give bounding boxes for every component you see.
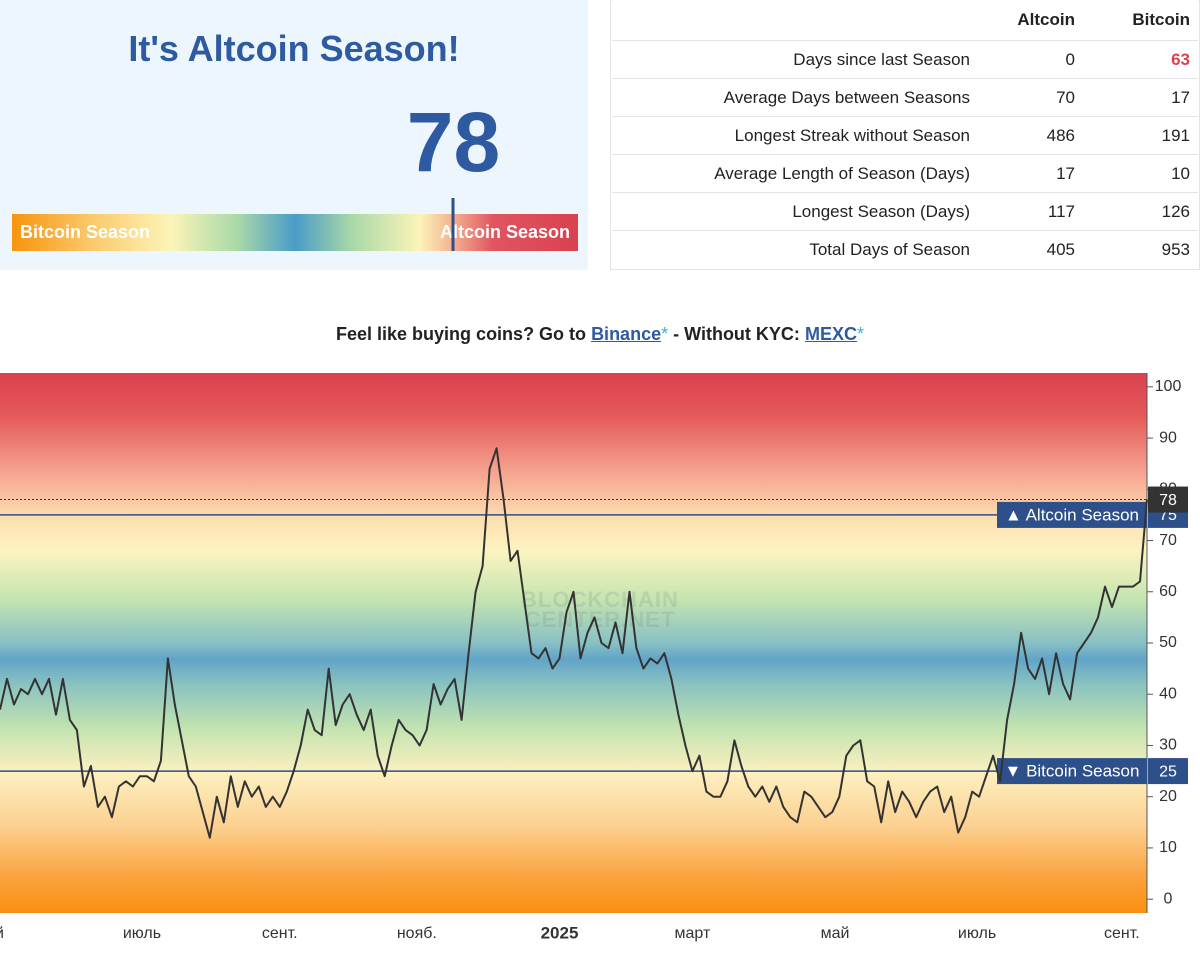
level-label: ▲ Altcoin Season [1005,505,1139,524]
y-tick-label: 10 [1159,839,1177,856]
row: Average Days between Seasons 70 17 [612,78,1198,117]
x-tick-label: нояб. [397,925,437,942]
level-value: 25 [1159,763,1177,780]
row-label: Average Days between Seasons [612,78,978,117]
level-box [997,501,1147,528]
cell: 405 [978,230,1083,268]
cell: 0 [978,40,1083,79]
cell: 17 [1083,78,1198,117]
current-box [1148,486,1188,513]
cell: 486 [978,116,1083,155]
row-label: Average Length of Season (Days) [612,154,978,193]
y-tick-label: 0 [1164,890,1173,907]
stats-table: Altcoin Bitcoin Days since last Season 0 63… [612,0,1198,268]
x-tick-label: 2025 [541,923,579,942]
x-tick-label: июль [123,925,161,942]
level-box [997,758,1147,785]
y-tick-label: 20 [1159,788,1177,805]
plot-background [0,373,1147,913]
gauge-right-label: Altcoin Season [439,222,570,242]
promo-text: - Without KYC: [673,324,800,344]
x-tick-label: май [0,925,4,942]
y-tick-label: 70 [1159,532,1177,549]
chart: BLOCKCHAINCENTER.NET01020304050607080901… [0,373,1200,942]
row: Longest Season (Days) 117 126 [612,192,1198,231]
promo-text: Feel like buying coins? Go to [336,324,587,344]
row: Average Length of Season (Days) 17 10 [612,154,1198,193]
cell: 17 [978,154,1083,193]
gauge-title: It's Altcoin Season! [128,28,460,69]
cell: 953 [1083,230,1198,268]
row-label: Total Days of Season [612,230,978,268]
series-line [0,447,1148,839]
column-header: Altcoin [1017,10,1075,29]
asterisk: * [661,324,669,344]
current-value: 78 [1159,492,1177,509]
row: Total Days of Season 405 953 [612,230,1198,268]
cell: 70 [978,78,1083,117]
x-tick-label: июль [958,925,996,942]
row-label: Longest Season (Days) [612,192,978,231]
cell: 126 [1083,192,1198,231]
level-label: ▼ Bitcoin Season [1005,762,1140,781]
y-tick-label: 40 [1159,685,1177,702]
cell: 191 [1083,116,1198,155]
row: Longest Streak without Season 486 191 [612,116,1198,155]
y-tick-label: 60 [1159,583,1177,600]
x-tick-label: сент. [1104,925,1140,942]
watermark: CENTER.NET [525,607,676,632]
level-value-box [1148,758,1188,785]
link[interactable]: Binance [591,324,662,344]
gauge-bar [12,214,578,251]
cell: 10 [1083,154,1198,193]
row-label: Days since last Season [612,40,978,79]
asterisk: * [856,324,864,344]
corner [612,0,978,41]
gauge-marker [451,198,455,251]
row-label: Longest Streak without Season [612,116,978,155]
y-tick-label: 90 [1159,429,1177,446]
x-tick-label: сент. [262,925,298,942]
cell: 63 [1083,40,1198,79]
cell: 117 [978,192,1083,231]
link[interactable]: MEXC [804,324,857,344]
gauge-panel: It's Altcoin Season! 78 Bitcoin Season A… [0,0,588,270]
x-tick-label: май [821,925,850,942]
row: Days since last Season 0 63 [612,40,1198,79]
axis-background [1147,373,1200,913]
y-tick-label: 30 [1159,737,1177,754]
gauge-left-label: Bitcoin Season [20,222,151,242]
watermark: BLOCKCHAIN [521,587,679,612]
column-header: Bitcoin [1132,10,1190,29]
gauge-value: 78 [406,95,501,189]
header-row: Altcoin Bitcoin [612,0,1198,41]
y-tick-label: 50 [1159,634,1177,651]
x-tick-label: март [675,925,711,942]
y-tick-label: 100 [1155,378,1182,395]
promo: Feel like buying coins? Go to Binance* -… [0,324,1200,345]
